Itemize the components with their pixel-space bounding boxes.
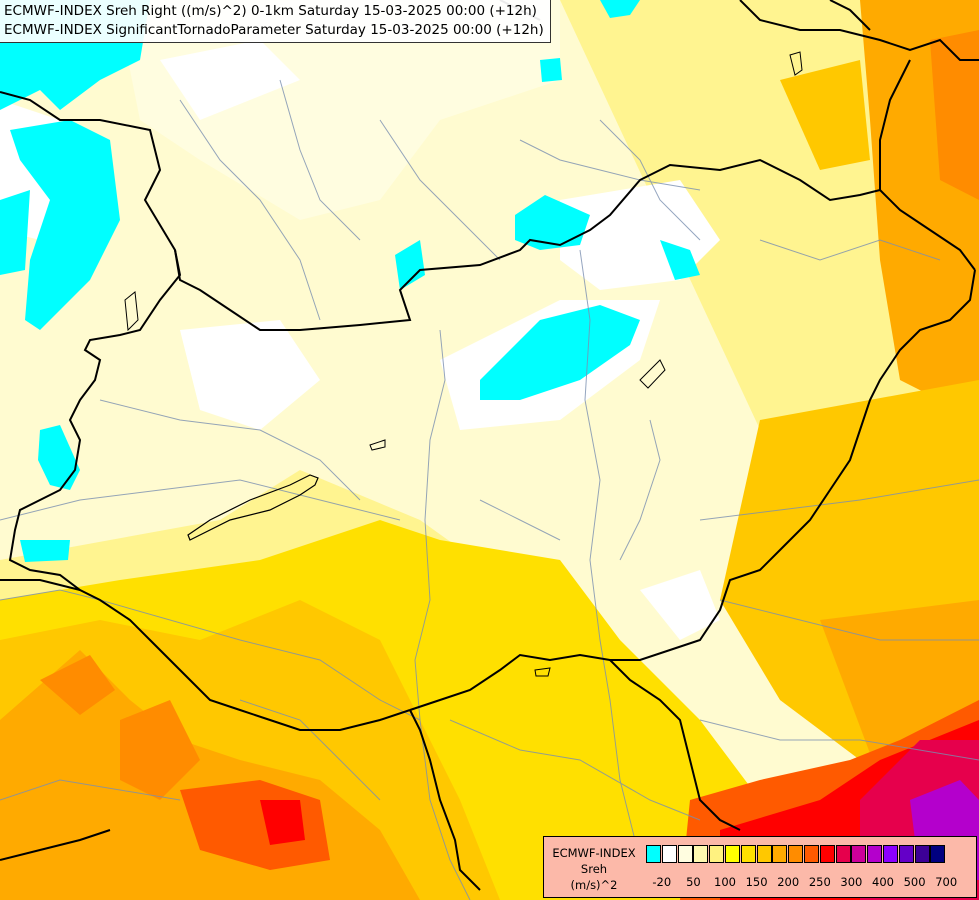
lake-small-4 (789, 51, 803, 76)
legend-tick-label: 150 (745, 875, 768, 889)
legend-swatch (914, 845, 930, 863)
hotspot-2 (120, 700, 200, 800)
legend-unit: (m/s)^2 (570, 878, 618, 892)
cyan-north-2 (395, 240, 425, 290)
cyan-center (480, 305, 640, 400)
shading-ne-spot (780, 60, 870, 170)
legend-tick-label: 250 (808, 875, 831, 889)
cyan-north-4 (540, 58, 562, 82)
legend-swatch (677, 845, 693, 863)
legend-swatch (725, 845, 740, 863)
legend-swatch (756, 845, 772, 863)
legend-tick-label: 500 (903, 875, 926, 889)
cyan-north-5 (600, 0, 640, 18)
lake-small-1 (369, 439, 386, 451)
legend-tick-label: 300 (840, 875, 863, 889)
cyan-north-1 (515, 195, 590, 250)
legend-tick-label: 100 (714, 875, 736, 889)
legend-swatch (804, 845, 819, 863)
legend-model: ECMWF-INDEX (552, 846, 636, 860)
legend-tick-label: 50 (686, 875, 701, 889)
legend-tick-label: 400 (872, 875, 894, 889)
legend-swatch (930, 845, 946, 863)
map-title-box: ECMWF-INDEX Sreh Right ((m/s)^2) 0-1km S… (0, 0, 551, 43)
legend-swatch (693, 845, 709, 863)
shading-east-darkorange (930, 30, 979, 200)
white-patch-5 (640, 570, 720, 640)
legend-swatch (740, 845, 756, 863)
rivers (0, 79, 979, 900)
white-patch-2 (180, 320, 320, 430)
legend-variable: Sreh (580, 862, 608, 876)
legend-swatch (772, 845, 788, 863)
legend-swatch (709, 845, 725, 863)
legend-swatch (661, 845, 677, 863)
legend-swatch (898, 845, 914, 863)
map-title-line1: ECMWF-INDEX Sreh Right ((m/s)^2) 0-1km S… (4, 3, 537, 19)
legend-swatch (835, 845, 851, 863)
legend-tick-label: -20 (652, 875, 672, 889)
lake-balaton (187, 474, 319, 541)
hotspot-4 (260, 800, 305, 845)
legend-tick-label: 700 (935, 875, 958, 889)
lake-small-2 (534, 667, 551, 677)
cyan-nw-3 (0, 190, 30, 275)
legend-swatch (788, 845, 804, 863)
white-patch-1 (160, 40, 300, 120)
cyan-west-1 (38, 425, 80, 490)
legend-swatch (851, 845, 867, 863)
hotspot-1 (40, 655, 115, 715)
map-title-line2: ECMWF-INDEX SignificantTornadoParameter … (4, 22, 544, 38)
cyan-nw-2 (10, 120, 120, 330)
legend-swatch (867, 845, 883, 863)
cyan-north-3 (660, 240, 700, 280)
color-legend: ECMWF-INDEX Sreh (m/s)^2 -20 50 100 150 200 2… (543, 836, 977, 898)
lake-small-5 (124, 291, 139, 332)
legend-swatch (646, 845, 661, 863)
legend-tick-label: 200 (777, 875, 800, 889)
legend-title: ECMWF-INDEX Sreh (m/s)^2 (548, 845, 640, 893)
legend-swatch (819, 845, 835, 863)
cyan-west-2 (20, 540, 70, 562)
legend-swatch (883, 845, 898, 863)
lake-small-3 (639, 359, 666, 389)
